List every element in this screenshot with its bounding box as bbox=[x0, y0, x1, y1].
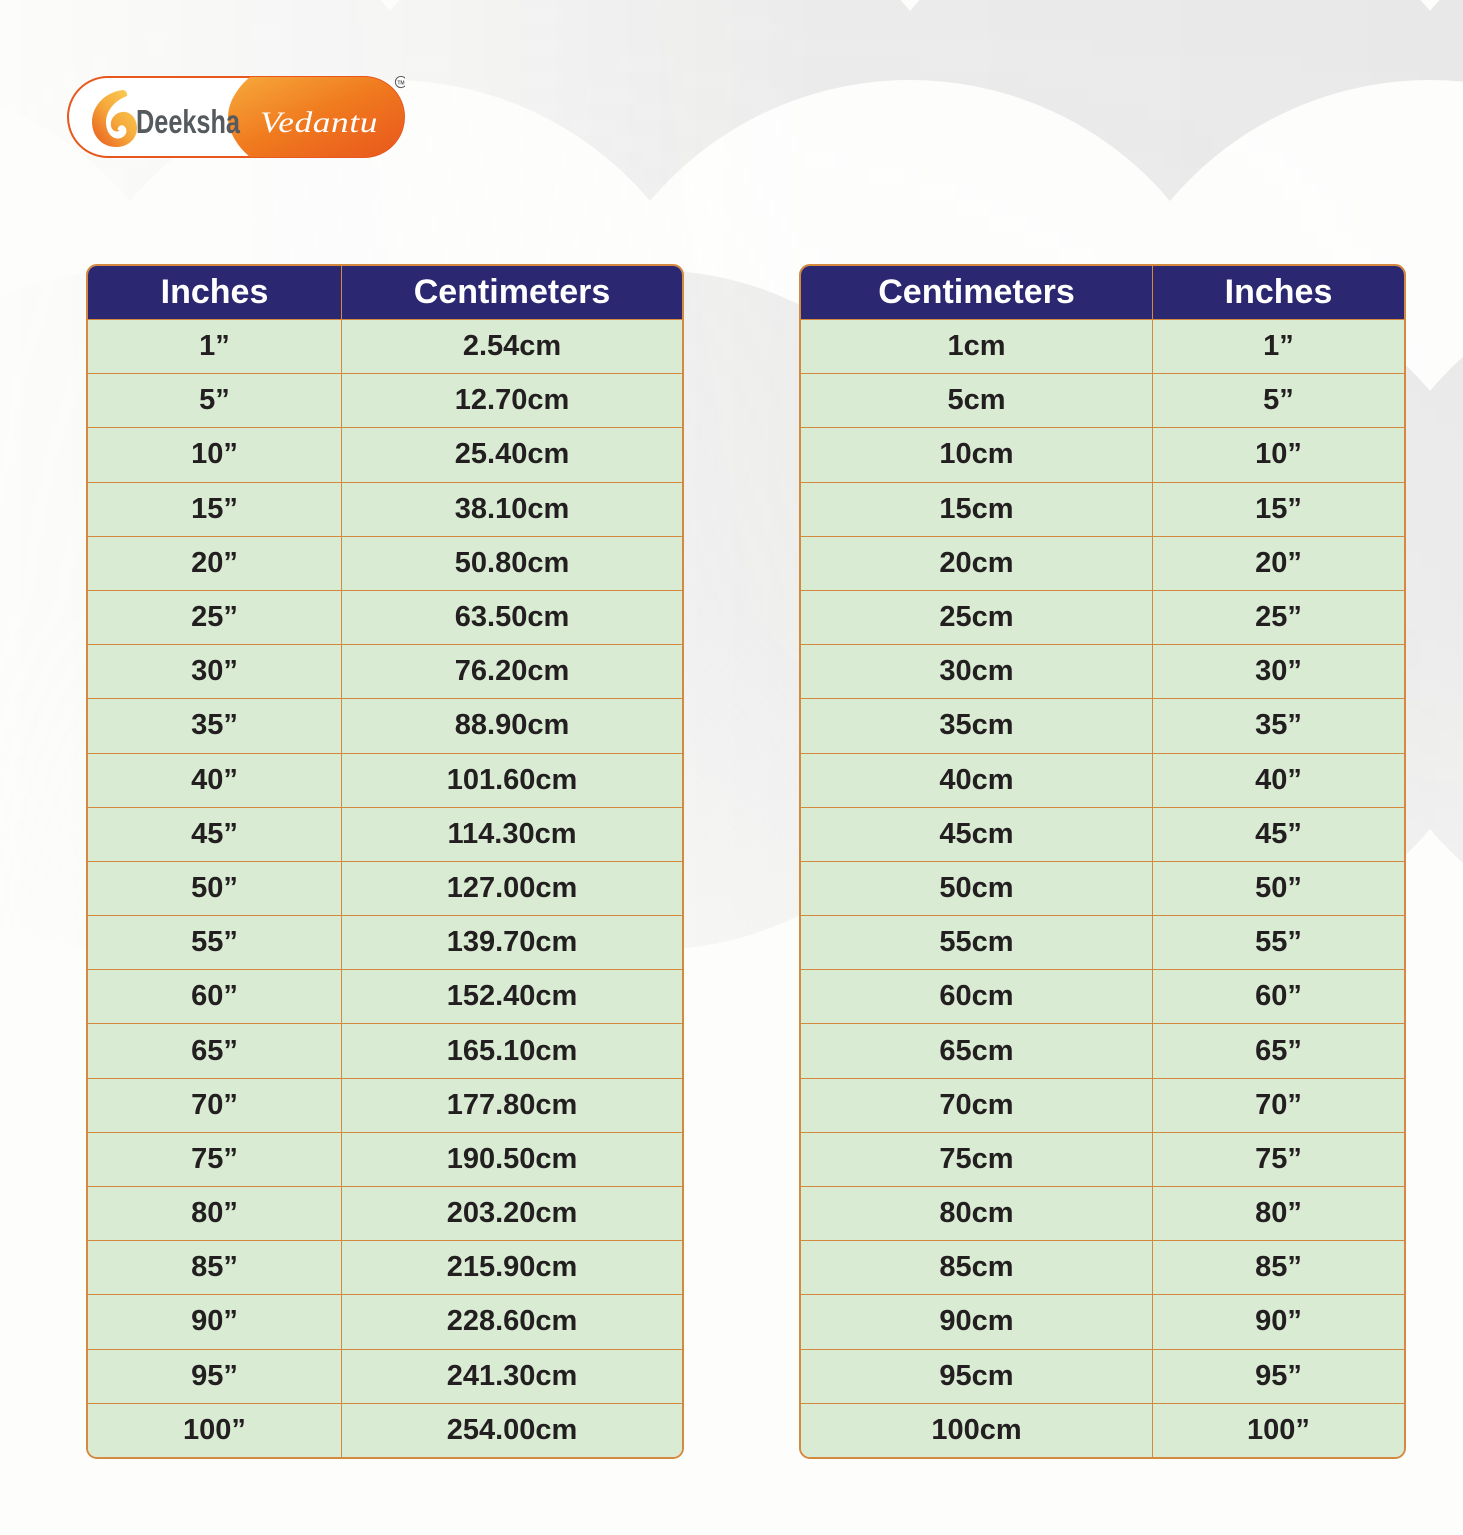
svg-text:TM: TM bbox=[397, 80, 404, 86]
svg-text:Deeksha: Deeksha bbox=[136, 103, 240, 140]
svg-text:Vedantu: Vedantu bbox=[260, 106, 378, 139]
